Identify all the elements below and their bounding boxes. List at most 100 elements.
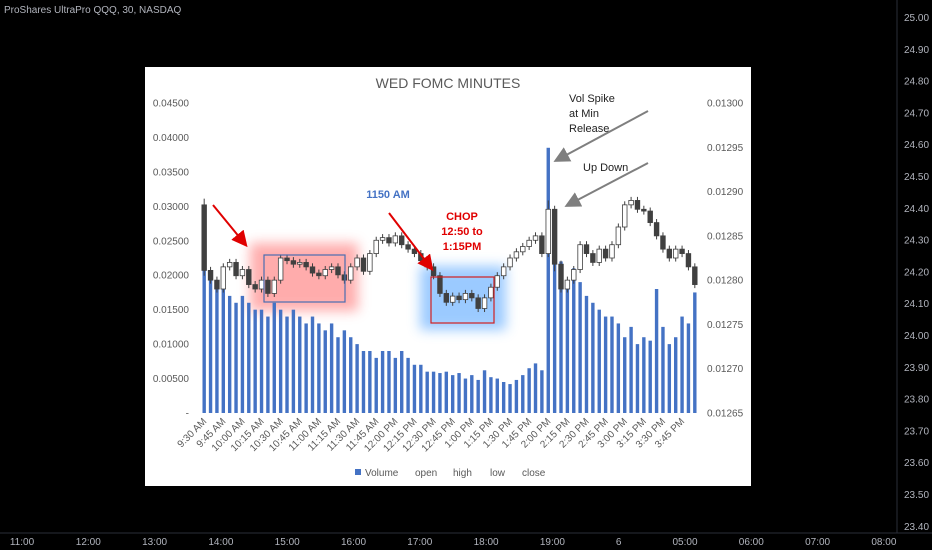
volume-bar <box>266 316 270 413</box>
volume-bar <box>629 326 633 413</box>
candle-body <box>571 269 577 281</box>
price-label: 23.40 <box>904 522 929 533</box>
volume-bar <box>425 371 429 413</box>
candle-body <box>258 279 265 290</box>
y-tick-label: 0.03500 <box>153 167 190 178</box>
range-box <box>263 254 346 303</box>
volume-bar <box>654 289 659 413</box>
legend-label: close <box>522 468 546 479</box>
candle-body <box>430 266 437 277</box>
arrow <box>388 212 434 272</box>
candle-body <box>539 235 545 254</box>
volume-bar <box>584 295 589 413</box>
time-label: 05:00 <box>672 537 697 548</box>
volume-bar <box>463 378 468 413</box>
annotation: CHOP <box>446 211 478 223</box>
candle-body <box>335 266 341 276</box>
volume-bar <box>616 323 621 413</box>
volume-bar <box>444 371 449 413</box>
volume-bar <box>565 282 570 413</box>
price-label: 24.10 <box>904 299 929 310</box>
volume-bar <box>393 357 398 413</box>
y-tick-label: 0.01500 <box>153 305 190 316</box>
price-label: 24.00 <box>904 331 929 342</box>
volume-bar <box>285 316 289 413</box>
annotation: Vol Spike <box>569 93 615 105</box>
candle-body <box>475 297 481 309</box>
price-label: 23.50 <box>904 490 929 501</box>
candle-body <box>628 200 634 206</box>
price-label: 24.70 <box>904 108 929 119</box>
volume-bar <box>247 302 251 413</box>
candle-body <box>545 208 551 254</box>
volume-bar <box>457 373 461 413</box>
y2-tick-label: 0.01285 <box>707 231 744 242</box>
candle-body <box>226 262 233 268</box>
volume-bar <box>642 337 646 413</box>
volume-bar <box>635 344 640 413</box>
candle-body <box>647 210 653 223</box>
volume-bar <box>470 375 474 413</box>
candle-body <box>360 257 367 272</box>
volume-bar <box>610 316 614 413</box>
candle-body <box>392 235 399 244</box>
candle-body <box>507 257 513 268</box>
candle-body <box>214 279 220 290</box>
candle-body <box>500 266 507 277</box>
volume-bar <box>208 275 213 413</box>
volume-bar <box>591 302 595 413</box>
volume-bar <box>400 351 404 413</box>
y-tick-label: 0.00500 <box>153 374 190 385</box>
candle-body <box>341 274 348 281</box>
price-label: 23.90 <box>904 363 929 374</box>
volume-bar <box>259 309 264 413</box>
volume-bar <box>298 316 302 413</box>
volume-bar <box>552 251 557 413</box>
candle-body <box>653 222 660 237</box>
candle-body <box>252 284 258 290</box>
candle-body <box>271 279 277 294</box>
y2-tick-label: 0.01280 <box>707 276 744 287</box>
volume-bar <box>597 309 601 413</box>
volume-bar <box>476 379 480 413</box>
volume-bar <box>227 295 232 413</box>
y-tick-label: 0.02500 <box>153 236 190 247</box>
y-tick-label: - <box>186 409 189 420</box>
volume-bar <box>661 326 665 413</box>
candle-body <box>201 204 207 271</box>
candle-body <box>679 248 685 254</box>
candle-body <box>583 244 590 254</box>
candle-body <box>685 253 692 268</box>
volume-bar <box>438 373 442 413</box>
time-label: 15:00 <box>275 537 300 548</box>
candle-body <box>469 293 475 299</box>
price-label: 24.50 <box>904 172 929 183</box>
candle-body <box>379 237 386 241</box>
volume-bar <box>253 309 257 413</box>
candle-body <box>672 248 679 259</box>
volume-bar <box>368 351 372 413</box>
candle-body <box>386 237 392 244</box>
volume-bar <box>387 351 391 413</box>
time-label: 6 <box>616 537 622 548</box>
candle-body <box>284 257 290 262</box>
annotation: 12:50 to <box>441 226 483 238</box>
candle-body <box>322 269 328 277</box>
candle-body <box>207 269 214 281</box>
symbol-title: ProShares UltraPro QQQ, 30, NASDAQ <box>4 5 182 16</box>
time-label: 16:00 <box>341 537 366 548</box>
candle-body <box>399 235 405 246</box>
candle-body <box>513 251 520 259</box>
volume-bar <box>342 330 347 413</box>
volume-bar <box>317 323 321 413</box>
time-label: 11:00 <box>10 537 35 548</box>
volume-bar <box>323 330 327 413</box>
volume-bar <box>278 309 283 413</box>
annotation: 1:15PM <box>443 241 482 253</box>
candle-body <box>328 266 335 270</box>
volume-bar <box>508 384 512 413</box>
candle-body <box>462 293 469 301</box>
price-label: 24.30 <box>904 236 929 247</box>
y-tick-label: 0.04500 <box>153 99 190 110</box>
y-tick-label: 0.03000 <box>153 202 190 213</box>
